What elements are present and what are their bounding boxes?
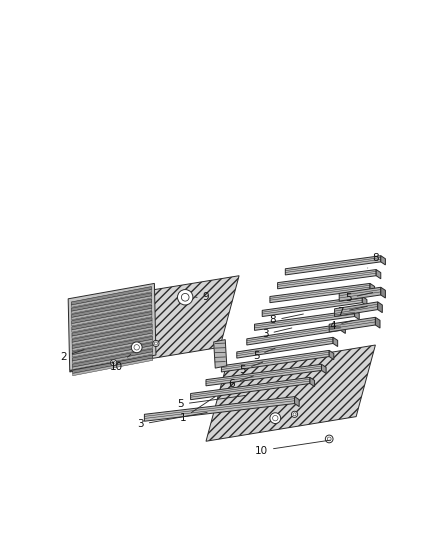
Polygon shape: [254, 310, 355, 330]
Polygon shape: [333, 337, 338, 346]
Polygon shape: [72, 311, 152, 330]
Text: 5: 5: [345, 293, 373, 303]
Polygon shape: [73, 349, 152, 367]
Polygon shape: [71, 302, 152, 320]
Polygon shape: [73, 352, 152, 369]
Polygon shape: [370, 284, 374, 293]
Polygon shape: [247, 324, 341, 345]
Polygon shape: [72, 324, 152, 342]
Circle shape: [293, 413, 296, 416]
Polygon shape: [70, 276, 239, 372]
Polygon shape: [72, 336, 152, 355]
Polygon shape: [71, 287, 152, 305]
Text: 3: 3: [262, 328, 292, 339]
Circle shape: [291, 411, 298, 417]
Circle shape: [325, 435, 333, 443]
Polygon shape: [378, 302, 382, 313]
Circle shape: [327, 437, 331, 441]
Polygon shape: [376, 270, 381, 279]
Circle shape: [134, 345, 139, 350]
Polygon shape: [72, 321, 152, 338]
Text: 5: 5: [253, 349, 275, 361]
Polygon shape: [341, 324, 346, 334]
Circle shape: [272, 415, 278, 421]
Polygon shape: [362, 296, 367, 306]
Circle shape: [155, 342, 158, 345]
Polygon shape: [381, 287, 385, 298]
Text: 6: 6: [228, 376, 254, 389]
Polygon shape: [375, 317, 380, 328]
Polygon shape: [206, 345, 375, 441]
Polygon shape: [72, 340, 152, 357]
Text: 3: 3: [137, 413, 207, 429]
Text: 10: 10: [110, 354, 131, 372]
Polygon shape: [285, 256, 381, 275]
Polygon shape: [72, 327, 152, 345]
Polygon shape: [237, 337, 333, 358]
Text: 8: 8: [270, 314, 304, 325]
Text: 10: 10: [255, 440, 330, 456]
Text: 1: 1: [180, 397, 215, 423]
Circle shape: [181, 294, 189, 301]
Polygon shape: [71, 293, 152, 311]
Polygon shape: [72, 314, 152, 332]
Polygon shape: [71, 289, 152, 308]
Circle shape: [270, 413, 281, 424]
Polygon shape: [72, 345, 152, 364]
Polygon shape: [72, 333, 152, 351]
Polygon shape: [214, 340, 227, 368]
Text: 5: 5: [177, 395, 246, 409]
Polygon shape: [221, 350, 329, 372]
Polygon shape: [72, 330, 152, 349]
Polygon shape: [68, 284, 156, 370]
Text: 2: 2: [60, 350, 84, 361]
Polygon shape: [329, 317, 375, 332]
Text: 9: 9: [196, 292, 209, 302]
Polygon shape: [72, 318, 152, 336]
Polygon shape: [335, 302, 378, 317]
Polygon shape: [72, 308, 152, 326]
Circle shape: [131, 342, 142, 353]
Text: 8: 8: [367, 253, 379, 268]
Circle shape: [110, 360, 117, 366]
Circle shape: [177, 289, 193, 305]
Polygon shape: [145, 397, 294, 421]
Polygon shape: [72, 343, 152, 361]
Polygon shape: [206, 364, 321, 386]
Polygon shape: [278, 270, 376, 289]
Polygon shape: [355, 310, 359, 320]
Polygon shape: [310, 377, 314, 386]
Polygon shape: [381, 256, 385, 265]
Circle shape: [153, 341, 159, 346]
Text: 4: 4: [330, 320, 353, 331]
Text: 5: 5: [240, 362, 263, 375]
Polygon shape: [339, 287, 381, 301]
Polygon shape: [270, 284, 370, 303]
Polygon shape: [71, 299, 152, 318]
Polygon shape: [71, 296, 152, 313]
Polygon shape: [73, 355, 153, 374]
Polygon shape: [294, 397, 299, 407]
Polygon shape: [262, 296, 362, 317]
Polygon shape: [329, 350, 334, 360]
Circle shape: [112, 361, 115, 364]
Polygon shape: [191, 377, 310, 400]
Polygon shape: [321, 364, 326, 374]
Polygon shape: [72, 305, 152, 324]
Text: 7: 7: [337, 306, 367, 317]
Polygon shape: [73, 358, 153, 376]
